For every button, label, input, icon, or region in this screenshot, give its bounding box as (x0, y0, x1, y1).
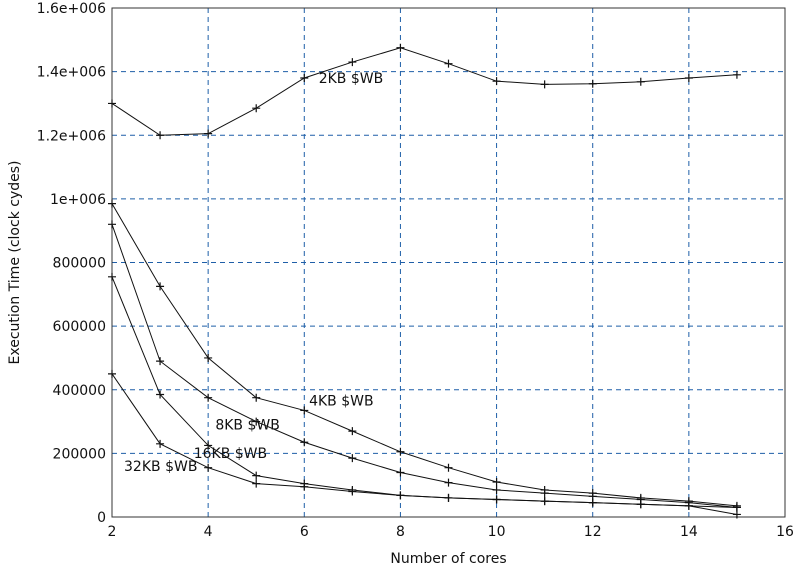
data-point-marker (348, 58, 357, 67)
data-point-marker (636, 500, 645, 509)
data-point-marker (156, 131, 165, 140)
data-point-marker (348, 454, 357, 463)
data-point-marker (444, 463, 453, 472)
data-point-marker (156, 282, 165, 291)
data-point-marker (732, 503, 741, 512)
data-point-marker (204, 441, 213, 450)
x-tick-label: 6 (300, 524, 309, 540)
data-point-marker (732, 510, 741, 519)
data-point-marker (396, 491, 405, 500)
data-point-marker (300, 73, 309, 82)
series-layer (108, 43, 741, 519)
data-point-marker (540, 80, 549, 89)
data-point-marker (444, 478, 453, 487)
series-annotation-label: 16KB $WB (194, 446, 267, 462)
data-point-marker (492, 478, 501, 487)
x-tick-label: 12 (584, 524, 602, 540)
series-annotation-label: 32KB $WB (124, 459, 197, 475)
y-tick-label: 1e+006 (50, 192, 106, 208)
data-point-marker (252, 471, 261, 480)
data-point-marker (252, 104, 261, 113)
data-point-marker (636, 77, 645, 86)
data-point-marker (396, 468, 405, 477)
data-point-marker (300, 406, 309, 415)
data-point-marker (156, 390, 165, 399)
series-16kb-wb (108, 272, 741, 512)
series-line (111, 224, 737, 508)
series-2kb-wb (108, 43, 741, 140)
x-tick-label: 14 (680, 524, 698, 540)
data-point-marker (156, 357, 165, 366)
y-tick-label: 400000 (53, 383, 106, 399)
series-32kb-wb (108, 369, 741, 519)
data-point-marker (348, 487, 357, 496)
series-line (111, 203, 737, 507)
series-line (111, 276, 737, 508)
data-point-marker (348, 427, 357, 436)
y-axis-title: Execution Time (clock cydes) (7, 161, 23, 365)
series-4kb-wb (108, 199, 741, 510)
series-annotation-label: 4KB $WB (309, 394, 374, 410)
data-point-marker (204, 129, 213, 138)
data-point-marker (204, 393, 213, 402)
data-point-marker (108, 220, 116, 229)
series-annotation-label: 2KB $WB (319, 71, 384, 87)
data-point-marker (204, 353, 213, 362)
data-point-marker (444, 59, 453, 68)
data-point-marker (492, 77, 501, 86)
data-point-marker (252, 479, 261, 488)
data-point-marker (108, 199, 116, 208)
y-tick-label: 800000 (53, 256, 106, 272)
data-point-marker (204, 463, 213, 472)
data-point-marker (492, 495, 501, 504)
tick-labels: 2 4 6 8 10 12 14 16 0 200000 400000 600000 800000 1e+… (37, 1, 794, 540)
series-line (111, 373, 738, 515)
data-point-marker (396, 43, 405, 52)
data-point-marker (732, 70, 741, 79)
data-point-marker (684, 501, 693, 510)
data-point-marker (444, 493, 453, 502)
x-tick-label: 10 (488, 524, 506, 540)
data-point-marker (108, 99, 116, 108)
data-point-marker (540, 489, 549, 498)
series-8kb-wb (108, 220, 741, 512)
data-point-marker (300, 438, 309, 447)
plot-frame (111, 7, 786, 518)
series-line (111, 47, 737, 136)
series-annotation-label: 8KB $WB (215, 418, 280, 434)
data-point-marker (684, 73, 693, 82)
x-tick-label: 4 (204, 524, 213, 540)
y-tick-label: 1.2e+006 (37, 128, 106, 144)
data-point-marker (396, 447, 405, 456)
y-tick-label: 0 (97, 510, 106, 526)
x-tick-label: 2 (108, 524, 117, 540)
y-tick-label: 1.4e+006 (37, 65, 106, 81)
x-axis-title: Number of cores (390, 551, 506, 567)
data-point-marker (108, 369, 116, 378)
y-tick-label: 1.6e+006 (37, 1, 106, 17)
data-point-marker (252, 393, 261, 402)
data-point-marker (588, 79, 597, 88)
data-point-marker (540, 497, 549, 506)
y-tick-label: 600000 (53, 319, 106, 335)
x-tick-label: 16 (776, 524, 794, 540)
data-point-marker (252, 417, 261, 426)
data-point-marker (300, 482, 309, 491)
data-point-marker (492, 485, 501, 494)
y-tick-label: 200000 (53, 446, 106, 462)
x-tick-label: 8 (396, 524, 405, 540)
data-point-marker (588, 498, 597, 507)
data-point-marker (156, 439, 165, 448)
grid (112, 8, 785, 517)
data-point-marker (108, 272, 116, 281)
